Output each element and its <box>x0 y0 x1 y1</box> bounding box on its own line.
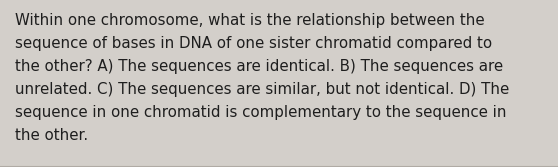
Text: unrelated. C) The sequences are similar, but not identical. D) The: unrelated. C) The sequences are similar,… <box>15 82 509 97</box>
Text: Within one chromosome, what is the relationship between the: Within one chromosome, what is the relat… <box>15 13 485 28</box>
Text: the other.: the other. <box>15 128 88 143</box>
Text: sequence of bases in DNA of one sister chromatid compared to: sequence of bases in DNA of one sister c… <box>15 36 492 51</box>
Text: the other? A) The sequences are identical. B) The sequences are: the other? A) The sequences are identica… <box>15 59 503 74</box>
Text: sequence in one chromatid is complementary to the sequence in: sequence in one chromatid is complementa… <box>15 105 507 120</box>
